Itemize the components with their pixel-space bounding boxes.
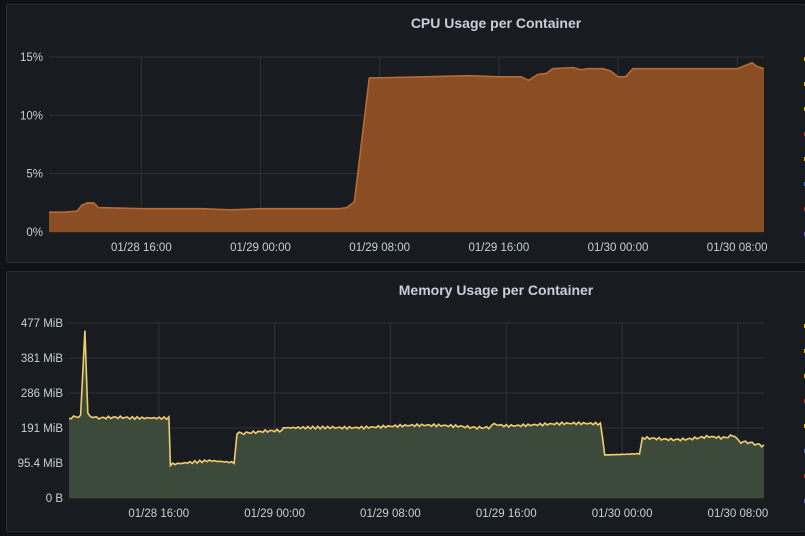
series-line bbox=[68, 330, 765, 468]
y-tick-label: 191 MiB bbox=[21, 423, 64, 435]
x-tick-label: 01/28 16:00 bbox=[111, 242, 172, 254]
y-tick-label: 0 B bbox=[46, 493, 64, 505]
y-tick-label: 0% bbox=[26, 227, 43, 239]
y-tick-label: 381 MiB bbox=[21, 353, 64, 365]
x-tick-label: 01/28 16:00 bbox=[128, 508, 189, 520]
series-area bbox=[49, 62, 764, 232]
y-tick-label: 95.4 MiB bbox=[18, 458, 64, 470]
x-tick-label: 01/29 00:00 bbox=[230, 242, 291, 254]
x-tick-label: 01/30 08:00 bbox=[708, 508, 769, 520]
x-tick-label: 01/29 08:00 bbox=[360, 508, 421, 520]
x-tick-label: 01/29 16:00 bbox=[468, 242, 529, 254]
cpu-panel: CPU Usage per Container 0% 5% 10% 15% 01/28 … bbox=[6, 4, 805, 263]
y-tick-label: 286 MiB bbox=[21, 388, 64, 400]
memory-chart[interactable]: 0 B 95.4 MiB 191 MiB 286 MiB 381 MiB 477 MiB 0… bbox=[7, 272, 805, 533]
x-tick-label: 01/30 00:00 bbox=[588, 242, 649, 254]
x-tick-label: 01/30 00:00 bbox=[592, 508, 653, 520]
y-tick-label: 15% bbox=[20, 52, 43, 64]
x-tick-label: 01/29 16:00 bbox=[476, 508, 537, 520]
y-tick-label: 477 MiB bbox=[21, 318, 64, 330]
y-tick-label: 5% bbox=[26, 169, 43, 181]
memory-panel-title[interactable]: Memory Usage per Container bbox=[398, 282, 594, 298]
series-area bbox=[69, 330, 764, 498]
y-tick-label: 10% bbox=[20, 110, 43, 122]
cpu-panel-title[interactable]: CPU Usage per Container bbox=[410, 15, 582, 31]
memory-panel: Memory Usage per Container 0 B 95.4 MiB 19… bbox=[6, 271, 805, 532]
cpu-chart[interactable]: 0% 5% 10% 15% 01/28 16:00 01/29 00:00 01/29 08… bbox=[7, 5, 805, 264]
x-tick-label: 01/29 00:00 bbox=[244, 508, 305, 520]
x-tick-label: 01/30 08:00 bbox=[707, 242, 768, 254]
series-line bbox=[49, 61, 765, 213]
x-tick-label: 01/29 08:00 bbox=[349, 242, 410, 254]
